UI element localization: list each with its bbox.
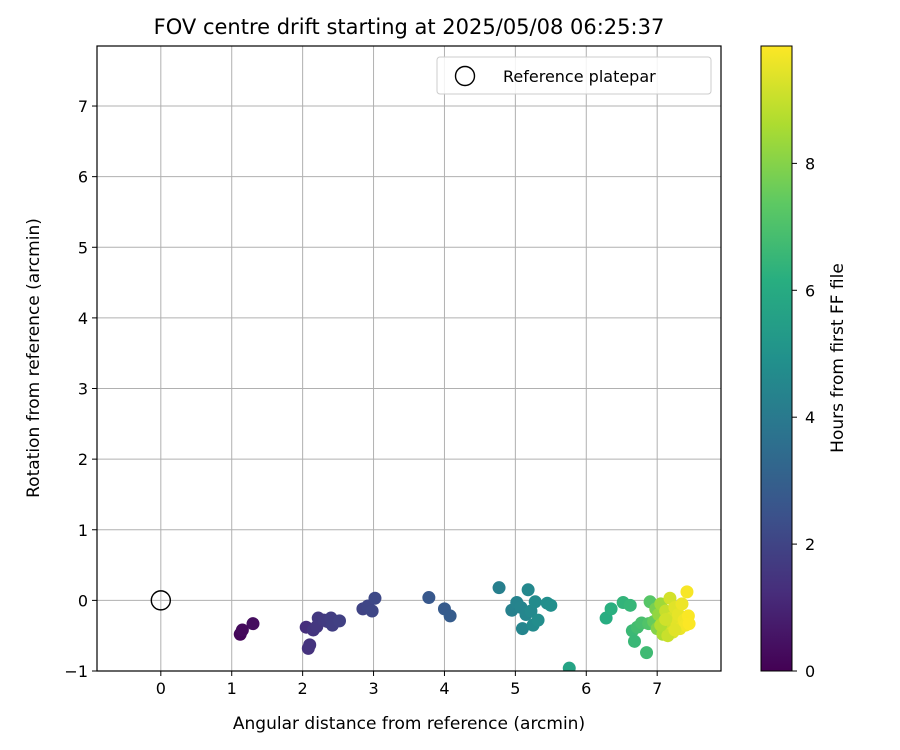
data-point bbox=[604, 602, 618, 616]
x-tick-label: 4 bbox=[439, 679, 449, 698]
data-point bbox=[521, 583, 535, 597]
colorbar-ticks: 0 2 4 6 8 bbox=[792, 154, 815, 681]
data-point bbox=[368, 591, 382, 605]
x-tick-label: 6 bbox=[581, 679, 591, 698]
colorbar-tick-label: 4 bbox=[805, 408, 815, 427]
y-tick-label: 4 bbox=[78, 309, 88, 328]
colorbar-gradient bbox=[760, 45, 793, 672]
x-tick-label: 1 bbox=[227, 679, 237, 698]
data-point bbox=[492, 581, 506, 595]
data-point bbox=[680, 585, 694, 599]
legend-label: Reference platepar bbox=[503, 67, 656, 86]
data-point bbox=[365, 604, 379, 618]
x-tick-label: 7 bbox=[652, 679, 662, 698]
data-point bbox=[627, 634, 641, 648]
data-point bbox=[303, 638, 317, 652]
y-axis-label: Rotation from reference (arcmin) bbox=[24, 218, 44, 498]
y-tick-label: 6 bbox=[78, 168, 88, 187]
data-point bbox=[515, 622, 529, 636]
colorbar-tick-label: 2 bbox=[805, 535, 815, 554]
data-point bbox=[668, 623, 682, 637]
data-point bbox=[562, 661, 576, 671]
data-points bbox=[233, 581, 696, 671]
x-axis-label: Angular distance from reference (arcmin) bbox=[233, 714, 585, 734]
data-point bbox=[682, 617, 696, 631]
legend: Reference platepar bbox=[436, 56, 712, 95]
y-tick-label: 3 bbox=[78, 380, 88, 399]
chart-title: FOV centre drift starting at 2025/05/08 … bbox=[154, 15, 665, 39]
y-tick-label: 5 bbox=[78, 238, 88, 257]
x-axis-ticks: 0 1 2 3 4 5 6 7 bbox=[156, 671, 662, 698]
data-point bbox=[640, 646, 654, 660]
data-point bbox=[675, 597, 689, 611]
y-axis-ticks: −1 0 1 2 3 4 5 6 7 bbox=[64, 97, 97, 681]
data-point bbox=[623, 598, 637, 612]
colorbar-tick-label: 6 bbox=[805, 281, 815, 300]
x-tick-label: 0 bbox=[156, 679, 166, 698]
x-tick-label: 2 bbox=[298, 679, 308, 698]
data-point bbox=[659, 612, 673, 626]
x-tick-label: 5 bbox=[510, 679, 520, 698]
reference-platepar-marker bbox=[150, 590, 172, 611]
data-point bbox=[531, 613, 545, 627]
data-point bbox=[528, 595, 542, 609]
data-point bbox=[544, 598, 558, 612]
colorbar: 0 2 4 6 8 Hours from first FF file bbox=[760, 45, 848, 681]
data-point bbox=[235, 623, 249, 637]
data-point bbox=[246, 617, 260, 631]
y-tick-label: 0 bbox=[78, 591, 88, 610]
y-tick-label: 1 bbox=[78, 521, 88, 540]
data-point bbox=[443, 609, 457, 623]
plot-frame bbox=[96, 45, 722, 672]
grid bbox=[97, 46, 721, 672]
data-point bbox=[333, 614, 347, 628]
colorbar-label: Hours from first FF file bbox=[828, 263, 848, 453]
legend-box bbox=[436, 56, 712, 95]
colorbar-tick-label: 8 bbox=[805, 154, 815, 173]
y-tick-label: 7 bbox=[78, 97, 88, 116]
legend-marker bbox=[454, 65, 476, 87]
y-tick-label: 2 bbox=[78, 450, 88, 469]
x-tick-label: 3 bbox=[368, 679, 378, 698]
y-tick-label: −1 bbox=[64, 662, 88, 681]
colorbar-tick-label: 0 bbox=[805, 662, 815, 681]
data-point bbox=[422, 591, 436, 605]
